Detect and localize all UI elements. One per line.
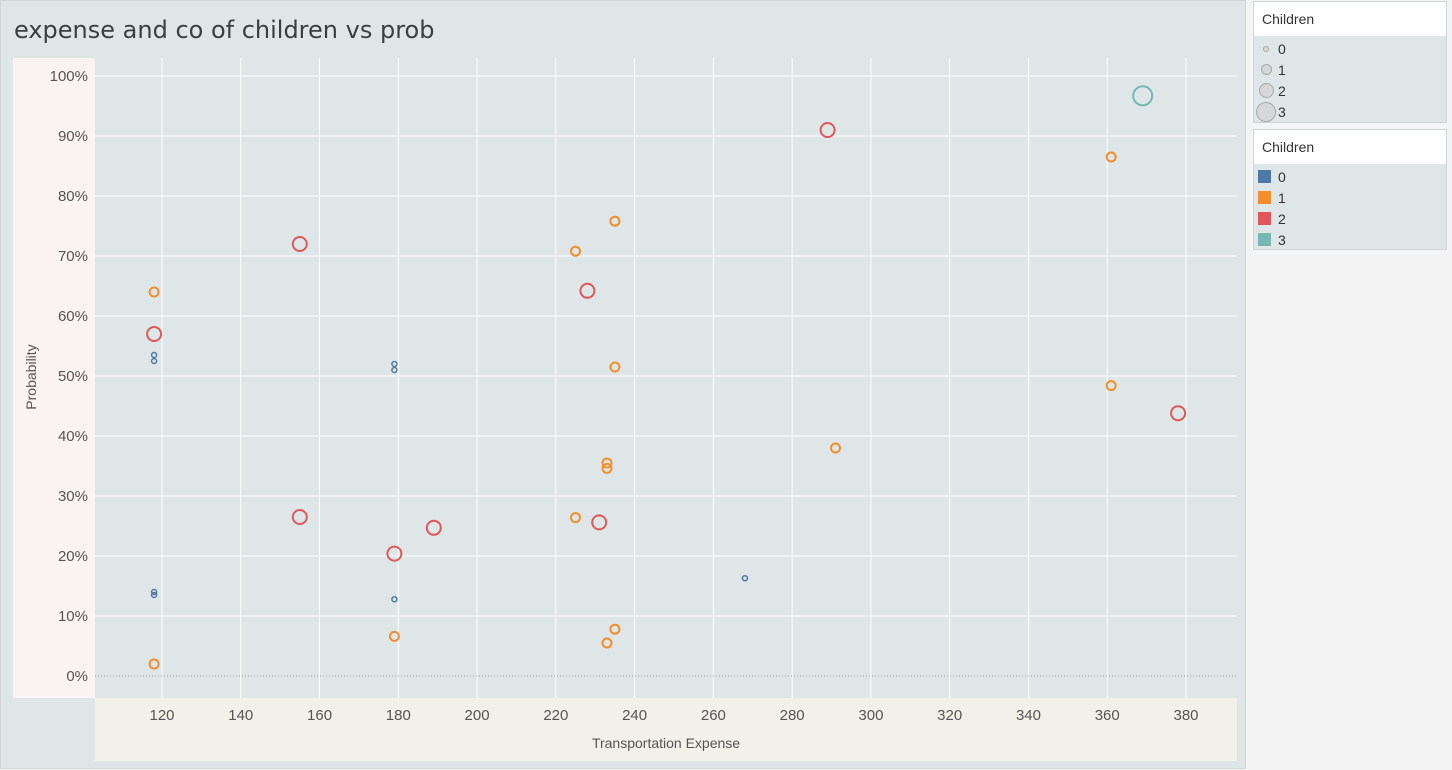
x-tick-label: 340 (1016, 707, 1041, 724)
data-point-children-0[interactable] (150, 591, 158, 599)
x-axis-panel (95, 698, 1237, 761)
size-legend[interactable]: Children 0 1 2 3 (1253, 1, 1447, 123)
y-tick-label: 0% (66, 668, 88, 685)
circle-icon (1256, 101, 1276, 122)
y-tick-label: 60% (58, 308, 88, 325)
dashboard: expense and co of children vs prob 120 14… (0, 0, 1246, 769)
x-tick-label: 360 (1095, 707, 1120, 724)
data-point-children-2[interactable] (291, 236, 308, 252)
data-point-children-2[interactable] (291, 509, 308, 525)
data-point-children-0[interactable] (391, 360, 398, 368)
y-tick-label: 30% (58, 488, 88, 505)
data-point-children-1[interactable] (1105, 380, 1117, 392)
y-tick-label: 70% (58, 248, 88, 265)
color-legend-item[interactable]: 0 (1254, 166, 1446, 187)
x-tick-label: 380 (1173, 707, 1198, 724)
y-axis-title: Probability (23, 344, 39, 409)
color-legend-label: 1 (1278, 189, 1286, 206)
x-tick-label: 180 (386, 707, 411, 724)
data-point-children-1[interactable] (570, 245, 581, 257)
data-point-children-3[interactable] (1132, 85, 1154, 107)
data-point-children-0[interactable] (150, 588, 158, 596)
x-tick-label: 260 (701, 707, 726, 724)
y-tick-label: 10% (58, 608, 88, 625)
size-legend-marker (1254, 45, 1278, 52)
data-point-children-0[interactable] (150, 357, 158, 365)
circle-icon (1263, 45, 1269, 52)
y-tick-label: 90% (58, 128, 88, 145)
y-tick-label: 20% (58, 548, 88, 565)
data-point-children-2[interactable] (146, 326, 163, 342)
data-point-children-2[interactable] (591, 514, 608, 531)
data-point-children-0[interactable] (391, 366, 398, 374)
data-point-children-1[interactable] (830, 442, 841, 454)
y-axis-panel (13, 58, 95, 698)
x-axis-title: Transportation Expense (592, 735, 740, 751)
color-legend-item[interactable]: 2 (1254, 208, 1446, 229)
axis-ticks: 120 140 160 180 200 220 240 260 280 300 320 340 360 3… (50, 68, 1199, 724)
data-point-children-2[interactable] (819, 122, 836, 138)
y-tick-label: 50% (58, 368, 88, 385)
data-point-children-1[interactable] (609, 361, 621, 373)
data-points (146, 85, 1187, 670)
y-tick-label: 100% (50, 68, 88, 85)
color-swatch (1258, 191, 1271, 204)
color-legend-label: 2 (1278, 210, 1286, 227)
size-legend-marker (1254, 83, 1278, 98)
data-point-children-0[interactable] (741, 574, 749, 582)
y-tick-label: 80% (58, 188, 88, 205)
circle-icon (1258, 83, 1274, 98)
size-legend-label: 1 (1278, 61, 1286, 78)
x-tick-label: 320 (937, 707, 962, 724)
size-legend-item[interactable]: 2 (1254, 80, 1446, 101)
data-point-children-1[interactable] (601, 637, 613, 649)
size-legend-label: 3 (1278, 103, 1286, 120)
chart-title: expense and co of children vs prob (14, 16, 435, 44)
x-tick-label: 140 (228, 707, 253, 724)
x-tick-label: 280 (780, 707, 805, 724)
data-point-children-1[interactable] (1105, 151, 1117, 163)
color-swatch (1258, 170, 1271, 183)
grid (95, 58, 1237, 698)
color-legend-title: Children (1254, 130, 1446, 164)
color-legend-item[interactable]: 1 (1254, 187, 1446, 208)
x-tick-label: 220 (543, 707, 568, 724)
data-point-children-2[interactable] (386, 545, 403, 562)
data-point-children-1[interactable] (148, 286, 160, 298)
size-legend-item[interactable]: 0 (1254, 38, 1446, 59)
color-swatch (1258, 233, 1271, 246)
data-point-children-1[interactable] (148, 658, 160, 670)
y-tick-label: 40% (58, 428, 88, 445)
x-tick-label: 240 (622, 707, 647, 724)
size-legend-item[interactable]: 1 (1254, 59, 1446, 80)
x-tick-label: 160 (307, 707, 332, 724)
size-legend-item[interactable]: 3 (1254, 101, 1446, 122)
x-tick-label: 120 (149, 707, 174, 724)
data-point-children-2[interactable] (579, 282, 596, 299)
data-point-children-2[interactable] (1170, 405, 1187, 422)
color-legend-label: 0 (1278, 168, 1286, 185)
x-tick-label: 300 (858, 707, 883, 724)
size-legend-label: 0 (1278, 40, 1286, 57)
color-swatch (1258, 212, 1271, 225)
color-legend-label: 3 (1278, 231, 1286, 248)
size-legend-title: Children (1254, 2, 1446, 36)
size-legend-label: 2 (1278, 82, 1286, 99)
data-point-children-1[interactable] (388, 630, 400, 642)
color-legend-item[interactable]: 3 (1254, 229, 1446, 250)
scatter-plot: 120 140 160 180 200 220 240 260 280 300 320 340 360 3… (23, 58, 1237, 751)
size-legend-marker (1254, 64, 1278, 75)
color-legend[interactable]: Children 0 1 2 3 (1253, 129, 1447, 250)
size-legend-marker (1254, 101, 1278, 122)
data-point-children-1[interactable] (609, 623, 621, 635)
data-point-children-2[interactable] (425, 519, 442, 536)
data-point-children-1[interactable] (570, 512, 581, 524)
data-point-children-0[interactable] (150, 351, 158, 359)
circle-icon (1260, 64, 1272, 75)
data-point-children-1[interactable] (609, 215, 621, 227)
x-tick-label: 200 (465, 707, 490, 724)
data-point-children-1[interactable] (601, 462, 613, 474)
data-point-children-1[interactable] (601, 457, 613, 469)
data-point-children-0[interactable] (391, 595, 398, 603)
